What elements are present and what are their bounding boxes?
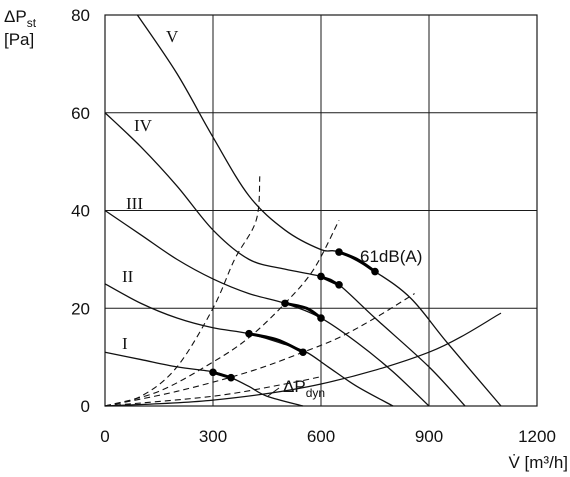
x-tick-label-300: 300 — [199, 427, 227, 446]
y-tick-label-20: 20 — [71, 299, 90, 318]
operating-point-end-IV — [335, 280, 343, 289]
operating-point-end-II — [299, 348, 307, 357]
fan-curve-label-III: III — [126, 194, 143, 213]
operating-point-start-IV — [317, 272, 325, 281]
dynamic-pressure-label: ΔPdyn — [283, 377, 325, 400]
y-axis-unit: [Pa] — [4, 30, 34, 49]
sound-level-annotation: 61dB(A) — [360, 247, 422, 266]
operating-point-end-I — [227, 373, 235, 382]
operating-point-end-V — [371, 267, 379, 276]
y-axis-title: ΔPst — [4, 7, 37, 30]
y-tick-label-40: 40 — [71, 202, 90, 221]
operating-point-start-II — [245, 329, 253, 338]
operating-segment-V — [337, 250, 377, 274]
fan-curve-label-V: V — [166, 27, 179, 46]
fan-curve-III — [104, 209, 430, 407]
x-axis-title: V̇ [m³/h] — [508, 453, 568, 472]
fan-curve-II — [104, 283, 394, 407]
grid — [104, 14, 538, 407]
y-axis-title-symbol: ΔP — [4, 7, 27, 26]
system-curve-2 — [104, 220, 340, 407]
markers — [209, 248, 379, 382]
operating-point-start-I — [209, 368, 217, 377]
fan-curve-label-IV: IV — [134, 116, 153, 135]
y-axis-title-subscript: st — [27, 16, 37, 30]
y-tick-label-0: 0 — [81, 397, 90, 416]
fan-curve-V — [136, 14, 502, 407]
x-tick-label-0: 0 — [100, 427, 109, 446]
operating-point-end-III — [317, 314, 325, 322]
system-curve-4 — [104, 376, 322, 407]
y-tick-label-80: 80 — [71, 6, 90, 25]
dynamic-pressure-label-main: ΔP — [283, 377, 306, 396]
fan-curve-I — [104, 351, 304, 407]
fan-curve-IV — [104, 112, 466, 407]
fan-curve-label-II: II — [122, 267, 134, 286]
curves — [104, 14, 502, 407]
x-tick-label-600: 600 — [307, 427, 335, 446]
dynamic-pressure-label-subscript: dyn — [306, 386, 325, 400]
operating-point-start-V — [335, 248, 343, 256]
fan-curve-label-I: I — [122, 334, 128, 353]
y-tick-label-60: 60 — [71, 104, 90, 123]
dynamic-pressure-leader — [267, 387, 280, 397]
dynamic-pressure-curve — [104, 312, 502, 407]
system-curve-1 — [104, 176, 261, 407]
x-tick-label-1200: 1200 — [518, 427, 556, 446]
x-tick-label-900: 900 — [415, 427, 443, 446]
operating-point-start-III — [281, 299, 289, 308]
operating-segment-II — [247, 332, 305, 354]
